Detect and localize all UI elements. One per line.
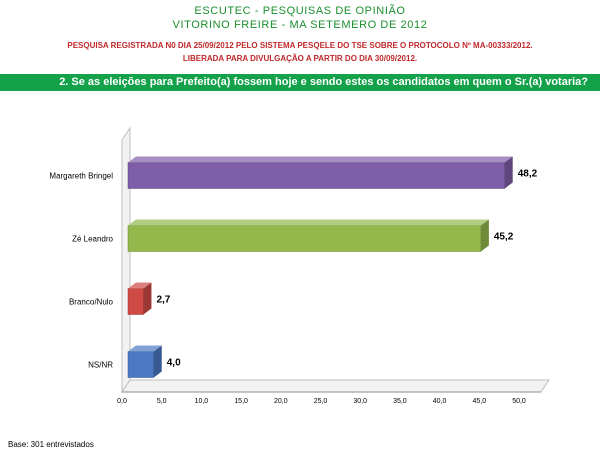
x-tick-label: 30,0 — [353, 398, 367, 405]
bar-value-label: 48,2 — [518, 169, 538, 180]
sample-base-note: Base: 301 entrevistados — [8, 440, 94, 449]
category-label: Margareth Bringel — [49, 172, 113, 181]
x-tick-label: 0,0 — [117, 398, 127, 405]
bar-end-face — [504, 156, 513, 189]
bar — [127, 288, 144, 315]
bar-value-label: 4,0 — [167, 358, 181, 369]
x-tick-label: 40,0 — [433, 398, 447, 405]
registration-note: PESQUISA REGISTRADA N0 DIA 25/09/2012 PE… — [67, 41, 533, 50]
x-tick-label: 45,0 — [472, 398, 486, 405]
bar — [127, 351, 155, 378]
category-label: Branco/Nulo — [69, 298, 114, 307]
bar-top-face — [128, 345, 162, 352]
bar-end-face — [153, 345, 162, 378]
release-note: LIBERADA PARA DIVULGAÇÃO A PARTIR DO DIA… — [182, 54, 418, 63]
category-label: NS/NR — [88, 361, 113, 370]
question-banner: 2. Se as eleições para Prefeito(a) fosse… — [0, 74, 600, 91]
category-label: Zé Leandro — [72, 235, 113, 244]
x-tick-label: 15,0 — [234, 398, 248, 405]
chart-floor — [121, 379, 550, 393]
x-tick-label: 5,0 — [157, 398, 167, 405]
bar-top-face — [128, 156, 513, 163]
bar — [127, 162, 505, 189]
bar — [127, 225, 482, 252]
poll-location-date: VITORINO FREIRE - MA SETEMERO DE 2012 — [172, 19, 428, 31]
x-tick-label: 10,0 — [195, 398, 209, 405]
x-tick-label: 20,0 — [274, 398, 288, 405]
bar-end-face — [480, 219, 489, 252]
bar-end-face — [143, 282, 152, 315]
x-tick-label: 25,0 — [314, 398, 328, 405]
x-tick-label: 50,0 — [512, 398, 526, 405]
bar-value-label: 2,7 — [156, 295, 170, 306]
x-tick-label: 35,0 — [393, 398, 407, 405]
bar-value-label: 45,2 — [494, 232, 514, 243]
pollster-name: ESCUTEC - PESQUISAS DE OPINIÃO — [194, 5, 406, 17]
bar-top-face — [128, 219, 489, 226]
bar-top-face — [128, 282, 152, 289]
